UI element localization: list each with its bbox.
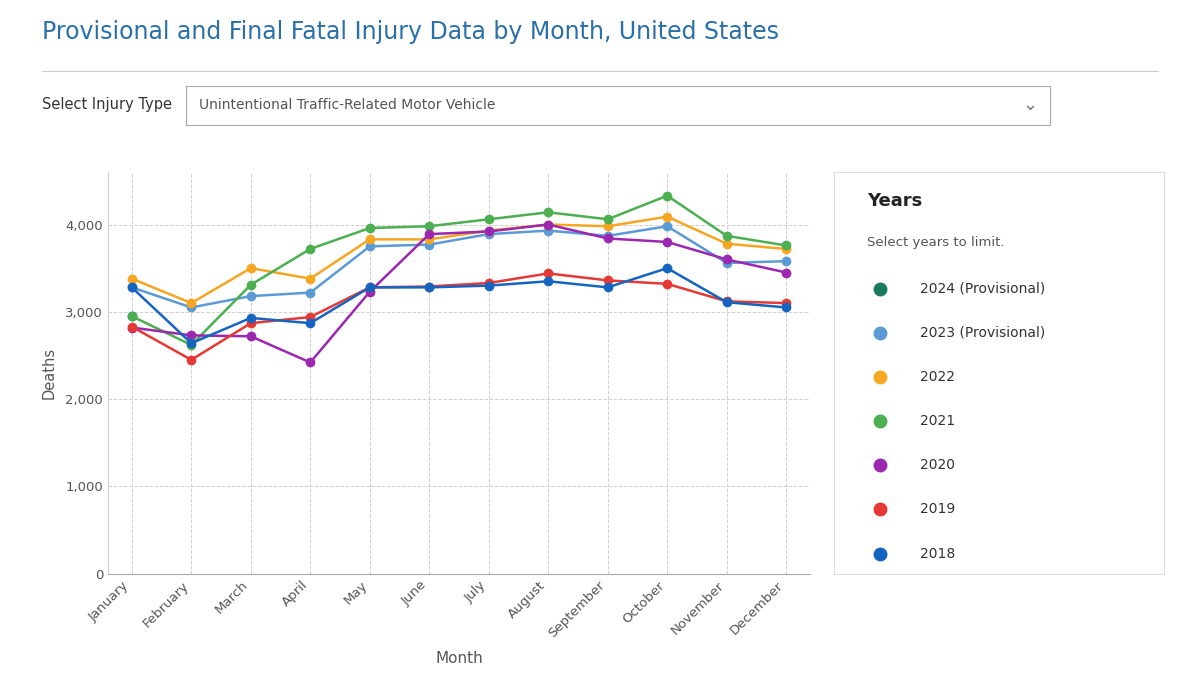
Text: 2022: 2022: [919, 370, 955, 384]
Text: 2023 (Provisional): 2023 (Provisional): [919, 326, 1045, 340]
Y-axis label: Deaths: Deaths: [42, 347, 58, 399]
Text: 2018: 2018: [919, 547, 955, 561]
Text: Unintentional Traffic-Related Motor Vehicle: Unintentional Traffic-Related Motor Vehi…: [199, 99, 496, 112]
Text: ⌄: ⌄: [1022, 97, 1037, 114]
Text: Years: Years: [866, 192, 923, 210]
Text: Provisional and Final Fatal Injury Data by Month, United States: Provisional and Final Fatal Injury Data …: [42, 20, 779, 45]
Text: 2019: 2019: [919, 502, 955, 516]
Text: 2024 (Provisional): 2024 (Provisional): [919, 281, 1045, 296]
X-axis label: Month: Month: [436, 651, 482, 666]
Text: Select Injury Type: Select Injury Type: [42, 97, 172, 112]
Text: 2021: 2021: [919, 414, 955, 428]
Text: Select years to limit.: Select years to limit.: [866, 236, 1004, 249]
Text: 2020: 2020: [919, 458, 955, 472]
